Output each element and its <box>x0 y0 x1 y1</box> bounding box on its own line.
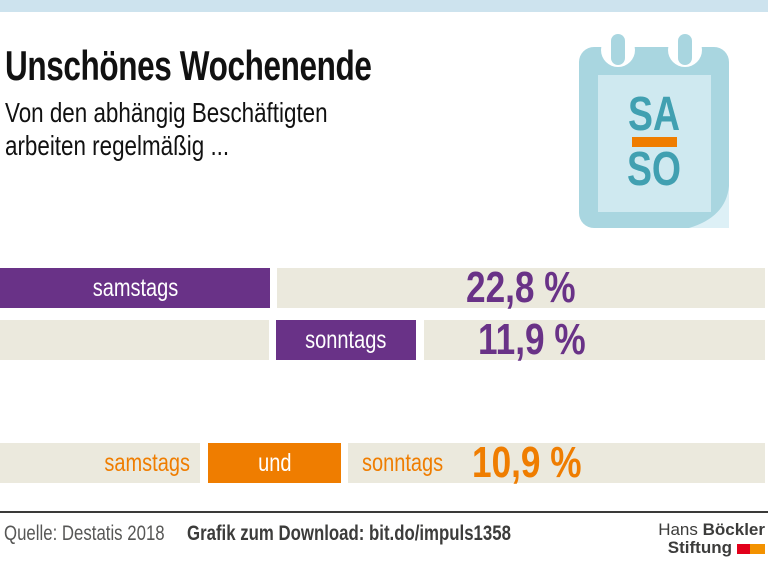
logo-hans: Hans <box>658 520 698 539</box>
logo-boeckler: Böckler <box>702 520 765 539</box>
calendar-sunday-label: SO <box>627 143 681 197</box>
calendar-divider-line <box>632 137 677 147</box>
page-title: Unschönes Wochenende <box>5 42 494 90</box>
subtitle-line-1: Von den abhängig Beschäftigten <box>5 97 328 128</box>
hans-boeckler-stiftung-logo: Hans Böckler Stiftung <box>658 521 765 556</box>
bar-sunday-label: sonntags <box>305 325 387 354</box>
bar-track-sunday-left <box>0 320 269 360</box>
bar-saturday: samstags <box>0 268 270 308</box>
bar-saturday-value: 22,8 % <box>466 263 576 312</box>
bar-track-sunday-right <box>424 320 765 360</box>
bar-sunday-value: 11,9 % <box>478 315 586 364</box>
footer-divider <box>0 511 768 513</box>
bar-both: und <box>208 443 341 483</box>
bar-both-left-label: samstags <box>104 448 190 477</box>
bar-sunday: sonntags <box>276 320 416 360</box>
page-title-text: Unschönes Wochenende <box>5 42 372 89</box>
weekend-calendar-icon: SA SO <box>579 33 729 228</box>
logo-line-1: Hans Böckler <box>658 521 765 538</box>
bar-track-saturday <box>277 268 765 308</box>
logo-line-2: Stiftung <box>658 539 765 556</box>
bar-track-both-left: samstags <box>0 443 200 483</box>
logo-red-square <box>737 543 750 554</box>
bar-both-mid-label: und <box>257 448 292 477</box>
bar-both-value: 10,9 % <box>472 438 582 487</box>
download-note: Grafik zum Download: bit.do/impuls1358 <box>187 522 511 545</box>
bar-saturday-label: samstags <box>92 273 178 302</box>
bar-track-both-right: sonntags <box>348 443 765 483</box>
logo-stiftung: Stiftung <box>667 538 732 557</box>
page-subtitle: Von den abhängig Beschäftigten arbeiten … <box>5 96 408 162</box>
subtitle-line-2: arbeiten regelmäßig ... <box>5 130 230 161</box>
source-note: Quelle: Destatis 2018 <box>4 522 165 545</box>
calendar-saturday-label: SA <box>628 88 680 142</box>
logo-orange-square <box>750 543 765 554</box>
bar-both-right-label: sonntags <box>362 448 444 477</box>
top-accent-bar <box>0 0 768 12</box>
